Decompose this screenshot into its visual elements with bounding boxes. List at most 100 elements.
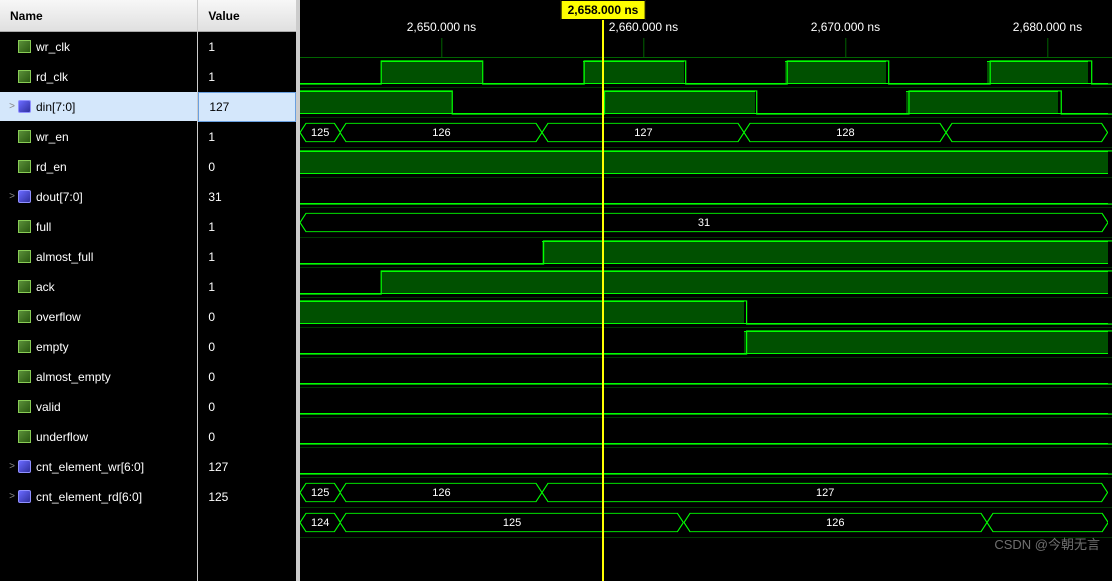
signal-value-cnt_element_wr60[interactable]: 127 <box>198 452 296 482</box>
scalar-icon <box>18 250 31 263</box>
signal-value-rd_clk[interactable]: 1 <box>198 62 296 92</box>
expand-toggle[interactable]: > <box>6 191 18 202</box>
wave-valid[interactable] <box>300 418 1112 448</box>
signal-name-din70[interactable]: > din[7:0] <box>0 92 197 122</box>
signal-value-cnt_element_rd60[interactable]: 125 <box>198 482 296 512</box>
bus-icon <box>18 460 31 473</box>
wave-almost_empty[interactable] <box>300 388 1112 418</box>
wave-din70[interactable]: 125126127128 <box>300 118 1112 148</box>
bus-segment: 31 <box>300 211 1108 234</box>
expand-toggle[interactable]: > <box>6 101 18 112</box>
signal-name-almost_full[interactable]: almost_full <box>0 242 197 272</box>
signal-label: almost_full <box>36 250 93 264</box>
signal-value-almost_full[interactable]: 1 <box>198 242 296 272</box>
signal-name-wr_en[interactable]: wr_en <box>0 122 197 152</box>
bus-segment: 124 <box>300 511 340 534</box>
scalar-icon <box>18 310 31 323</box>
signal-label: wr_clk <box>36 40 70 54</box>
signal-value-full[interactable]: 1 <box>198 212 296 242</box>
waves-container: 12512612712831125126127124125126 <box>300 58 1112 581</box>
wave-ack[interactable] <box>300 298 1112 328</box>
time-tick: 2,660.000 ns <box>609 20 678 34</box>
signal-name-valid[interactable]: valid <box>0 392 197 422</box>
time-ruler[interactable]: 2,650.000 ns2,660.000 ns2,670.000 ns2,68… <box>300 20 1112 58</box>
signal-value-wr_clk[interactable]: 1 <box>198 32 296 62</box>
wave-underflow[interactable] <box>300 448 1112 478</box>
signal-name-almost_empty[interactable]: almost_empty <box>0 362 197 392</box>
wave-wr_en[interactable] <box>300 148 1112 178</box>
expand-toggle[interactable]: > <box>6 491 18 502</box>
bus-segment: 127 <box>542 481 1108 504</box>
scalar-icon <box>18 280 31 293</box>
signal-value-empty[interactable]: 0 <box>198 332 296 362</box>
signal-value-underflow[interactable]: 0 <box>198 422 296 452</box>
signal-name-cnt_element_wr60[interactable]: > cnt_element_wr[6:0] <box>0 452 197 482</box>
signal-label: cnt_element_rd[6:0] <box>36 490 142 504</box>
signal-value-ack[interactable]: 1 <box>198 272 296 302</box>
signal-name-empty[interactable]: empty <box>0 332 197 362</box>
signal-label: wr_en <box>36 130 69 144</box>
signal-label: almost_empty <box>36 370 111 384</box>
signal-name-rd_en[interactable]: rd_en <box>0 152 197 182</box>
wave-dout70[interactable]: 31 <box>300 208 1112 238</box>
signal-value-overflow[interactable]: 0 <box>198 302 296 332</box>
wave-almost_full[interactable] <box>300 268 1112 298</box>
scalar-icon <box>18 130 31 143</box>
signal-label: rd_en <box>36 160 67 174</box>
cursor-label[interactable]: 2,658.000 ns <box>561 0 646 20</box>
time-tick: 2,650.000 ns <box>407 20 476 34</box>
bus-segment: 126 <box>340 481 542 504</box>
scalar-icon <box>18 40 31 53</box>
bus-segment: 126 <box>684 511 987 534</box>
wave-full[interactable] <box>300 238 1112 268</box>
signal-label: dout[7:0] <box>36 190 83 204</box>
signal-name-full[interactable]: full <box>0 212 197 242</box>
signal-label: underflow <box>36 430 88 444</box>
signal-value-valid[interactable]: 0 <box>198 392 296 422</box>
scalar-icon <box>18 430 31 443</box>
signal-panel: Name wr_clk rd_clk > din[7:0] wr_en rd_en > dou… <box>0 0 300 581</box>
bus-segment: 127 <box>542 121 744 144</box>
bus-icon <box>18 100 31 113</box>
signal-name-cnt_element_rd60[interactable]: > cnt_element_rd[6:0] <box>0 482 197 512</box>
wave-empty[interactable] <box>300 358 1112 388</box>
signal-name-rd_clk[interactable]: rd_clk <box>0 62 197 92</box>
signal-label: empty <box>36 340 69 354</box>
watermark: CSDN @今朝无言 <box>994 534 1100 553</box>
time-tick: 2,680.000 ns <box>1013 20 1082 34</box>
signal-name-wr_clk[interactable]: wr_clk <box>0 32 197 62</box>
value-header[interactable]: Value <box>198 0 296 32</box>
wave-cnt_element_rd60[interactable]: 124125126 <box>300 508 1112 538</box>
wave-cnt_element_wr60[interactable]: 125126127 <box>300 478 1112 508</box>
waveform-area[interactable]: 2,658.000 ns 2,650.000 ns 2,660.000 ns 2,6… <box>300 0 1112 581</box>
scalar-icon <box>18 160 31 173</box>
scalar-icon <box>18 220 31 233</box>
wave-overflow[interactable] <box>300 328 1112 358</box>
signal-value-din70[interactable]: 127 <box>198 92 296 122</box>
bus-segment <box>946 121 1108 144</box>
signal-value-rd_en[interactable]: 0 <box>198 152 296 182</box>
signal-name-underflow[interactable]: underflow <box>0 422 197 452</box>
wave-wr_clk[interactable] <box>300 58 1112 88</box>
signal-value-dout70[interactable]: 31 <box>198 182 296 212</box>
bus-segment: 125 <box>300 121 340 144</box>
signal-name-ack[interactable]: ack <box>0 272 197 302</box>
signal-label: cnt_element_wr[6:0] <box>36 460 144 474</box>
wave-rd_clk[interactable] <box>300 88 1112 118</box>
cursor-line[interactable] <box>602 0 604 581</box>
wave-rd_en[interactable] <box>300 178 1112 208</box>
value-column: Value 11127103111100000127125 <box>197 0 296 581</box>
expand-toggle[interactable]: > <box>6 461 18 472</box>
name-header[interactable]: Name <box>0 0 197 32</box>
signal-name-dout70[interactable]: > dout[7:0] <box>0 182 197 212</box>
scalar-icon <box>18 340 31 353</box>
signal-label: overflow <box>36 310 81 324</box>
scalar-icon <box>18 70 31 83</box>
signal-label: valid <box>36 400 61 414</box>
signal-label: din[7:0] <box>36 100 75 114</box>
signal-value-wr_en[interactable]: 1 <box>198 122 296 152</box>
bus-icon <box>18 490 31 503</box>
scalar-icon <box>18 400 31 413</box>
signal-name-overflow[interactable]: overflow <box>0 302 197 332</box>
signal-value-almost_empty[interactable]: 0 <box>198 362 296 392</box>
